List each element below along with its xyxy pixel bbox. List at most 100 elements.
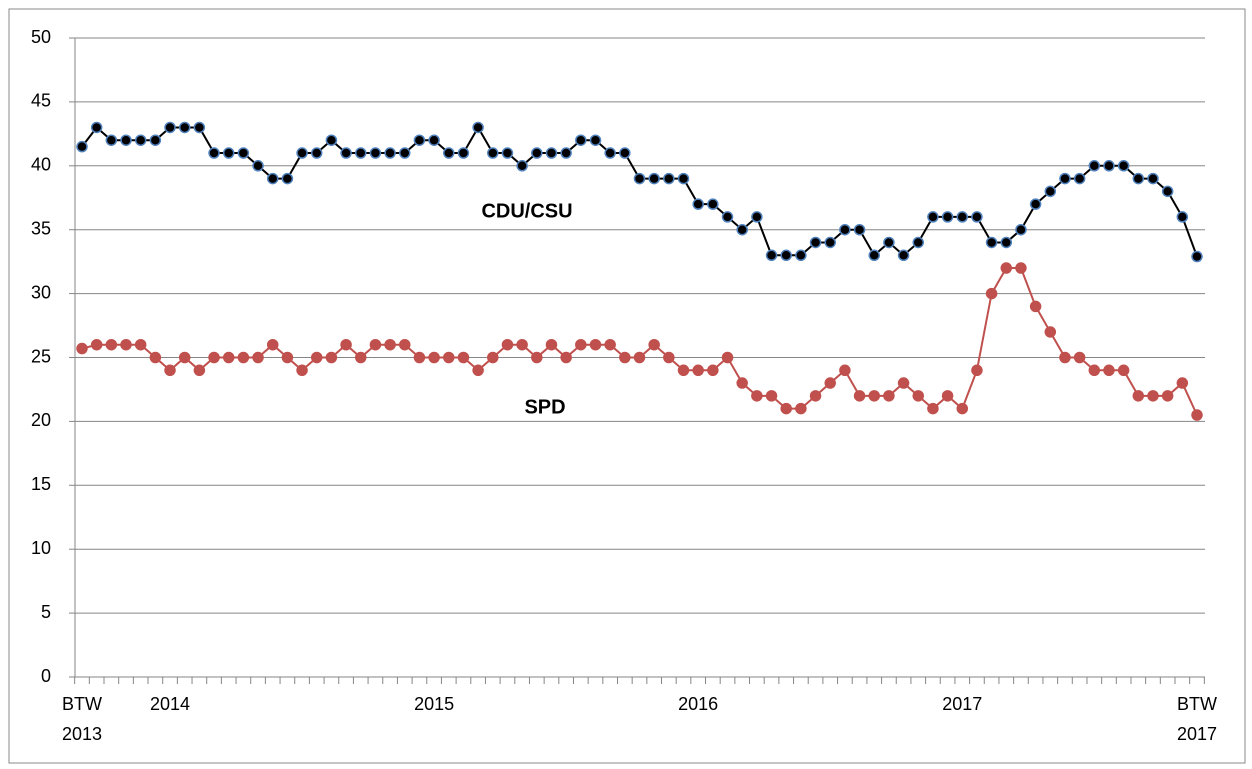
data-point: [149, 134, 162, 146]
data-point: [1029, 300, 1042, 313]
data-point: [883, 390, 895, 402]
data-point: [751, 211, 763, 223]
data-point: [120, 134, 132, 146]
data-point: [1015, 262, 1027, 274]
data-point: [1176, 211, 1189, 223]
data-point: [604, 338, 616, 351]
data-point: [76, 140, 88, 153]
data-point: [281, 351, 294, 364]
data-point: [310, 351, 323, 364]
y-tick-label: 5: [41, 602, 51, 622]
series-label: CDU/CSU: [481, 200, 572, 222]
data-point: [531, 351, 543, 364]
data-point: [1132, 390, 1145, 402]
data-point: [222, 147, 235, 159]
data-point: [1000, 236, 1013, 249]
y-tick-label: 20: [31, 410, 51, 430]
data-point: [501, 147, 514, 159]
data-point: [369, 338, 382, 351]
data-point: [985, 236, 998, 249]
data-point: [399, 147, 411, 159]
data-point: [839, 364, 851, 377]
data-point: [1117, 364, 1130, 377]
data-point: [560, 147, 572, 159]
data-point: [90, 338, 103, 351]
data-point: [105, 134, 118, 146]
data-point: [795, 402, 807, 415]
data-point: [795, 249, 807, 262]
data-point: [927, 402, 939, 415]
data-point: [76, 342, 88, 355]
x-tick-label: BTW 2017: [1176, 694, 1218, 744]
data-point: [868, 390, 880, 402]
x-tick-label: 2016: [678, 694, 719, 714]
data-point: [663, 351, 675, 364]
data-point: [927, 211, 939, 223]
x-tick-label: BTW 2013: [61, 694, 103, 744]
data-point: [516, 338, 528, 351]
data-point: [1117, 160, 1130, 172]
data-point: [619, 351, 631, 364]
data-point: [941, 390, 954, 402]
data-point: [340, 147, 352, 159]
y-tick-label: 10: [31, 538, 51, 558]
data-point: [853, 223, 866, 236]
data-point: [589, 134, 602, 146]
data-point: [384, 147, 396, 159]
y-tick-label: 25: [31, 346, 51, 366]
data-point: [193, 121, 206, 134]
data-point: [164, 121, 176, 134]
data-point: [956, 402, 969, 415]
data-point: [1015, 223, 1027, 236]
data-point: [677, 172, 690, 185]
data-point: [677, 364, 690, 377]
data-point: [721, 211, 734, 223]
data-point: [809, 390, 822, 402]
data-point: [633, 172, 646, 185]
data-point: [1132, 172, 1145, 185]
data-point: [1161, 390, 1174, 402]
data-point: [355, 147, 367, 159]
y-tick-label: 40: [31, 155, 51, 175]
data-point: [721, 351, 734, 364]
data-point: [120, 338, 132, 351]
data-point: [619, 147, 631, 159]
data-point: [428, 134, 440, 146]
y-tick-label: 50: [31, 27, 51, 47]
data-point: [472, 121, 484, 134]
data-point: [648, 172, 660, 185]
data-point: [325, 351, 338, 364]
data-point: [457, 351, 470, 364]
data-point: [765, 390, 778, 402]
data-point: [575, 338, 587, 351]
data-point: [912, 390, 924, 402]
data-point: [134, 338, 147, 351]
data-point: [531, 147, 543, 159]
data-point: [164, 364, 176, 377]
data-point: [134, 134, 147, 146]
data-point: [809, 236, 822, 249]
data-point: [839, 223, 851, 236]
data-point: [883, 236, 895, 249]
data-point: [868, 249, 880, 262]
x-tick-label: 2014: [149, 694, 191, 714]
data-point: [897, 377, 910, 389]
data-point: [369, 147, 382, 159]
data-point: [252, 351, 264, 364]
data-point: [751, 390, 763, 402]
data-point: [266, 172, 279, 185]
data-point: [487, 147, 499, 159]
data-point: [736, 223, 748, 236]
data-point: [399, 338, 411, 351]
data-point: [310, 147, 323, 159]
data-point: [266, 338, 279, 351]
data-point: [912, 236, 924, 249]
data-point: [443, 147, 455, 159]
data-point: [325, 134, 338, 146]
data-point: [853, 390, 866, 402]
y-tick-label: 45: [31, 91, 51, 111]
data-point: [633, 351, 646, 364]
y-tick-label: 30: [31, 282, 51, 302]
data-point: [780, 249, 792, 262]
data-point: [1000, 262, 1013, 274]
